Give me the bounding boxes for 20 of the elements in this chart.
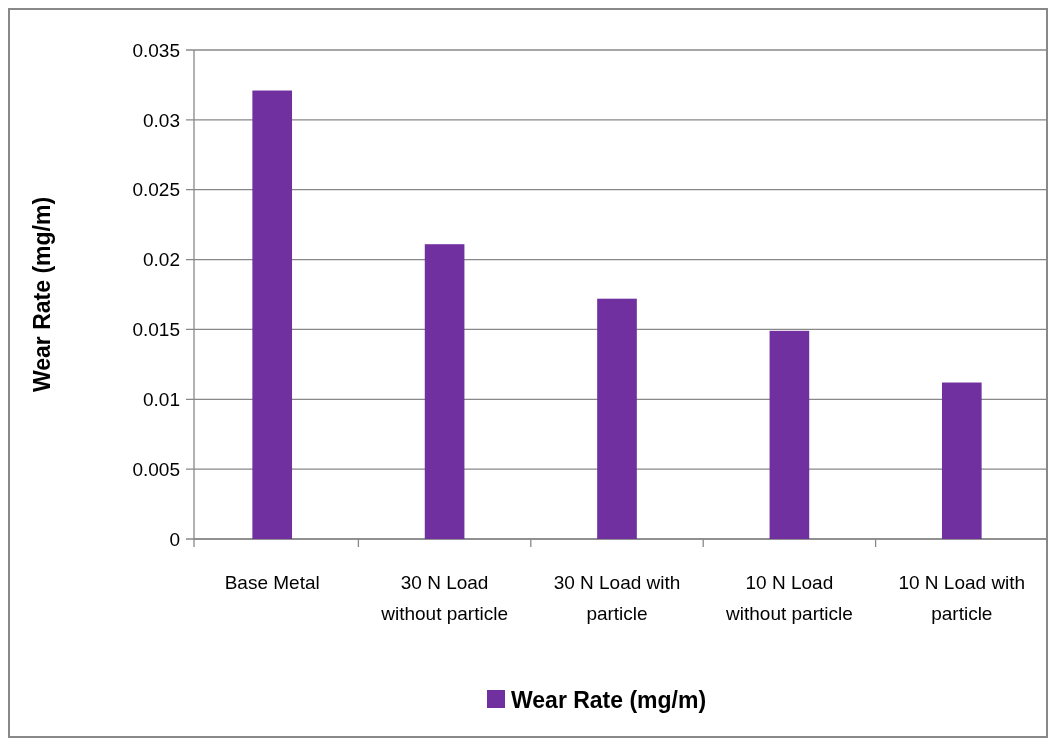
x-tick-label: 30 N Load with particle [553, 572, 681, 624]
bar [424, 244, 465, 539]
y-tick-label: 0.025 [132, 179, 180, 201]
y-tick-label: 0.01 [143, 388, 180, 410]
bar [941, 382, 982, 539]
x-tick-label: 30 N Load without particle [380, 572, 508, 624]
x-tick-label: 10 N Load with particle [898, 572, 1026, 624]
y-tick-label: 0.035 [132, 39, 180, 61]
y-tick-label: 0.03 [143, 109, 180, 131]
legend-label: Wear Rate (mg/m) [511, 687, 707, 713]
bar [597, 298, 637, 539]
x-tick-label: Base Metal [224, 572, 320, 593]
y-tick-label: 0 [169, 528, 180, 550]
y-axis-title: Wear Rate (mg/m) [29, 196, 55, 393]
y-tick-label: 0.02 [143, 249, 180, 271]
y-tick-label: 0.015 [132, 319, 180, 341]
y-tick-label: 0.005 [132, 458, 180, 480]
x-tick-label: 10 N Load without particle [725, 572, 853, 624]
bar [252, 90, 293, 539]
bar [769, 330, 810, 539]
